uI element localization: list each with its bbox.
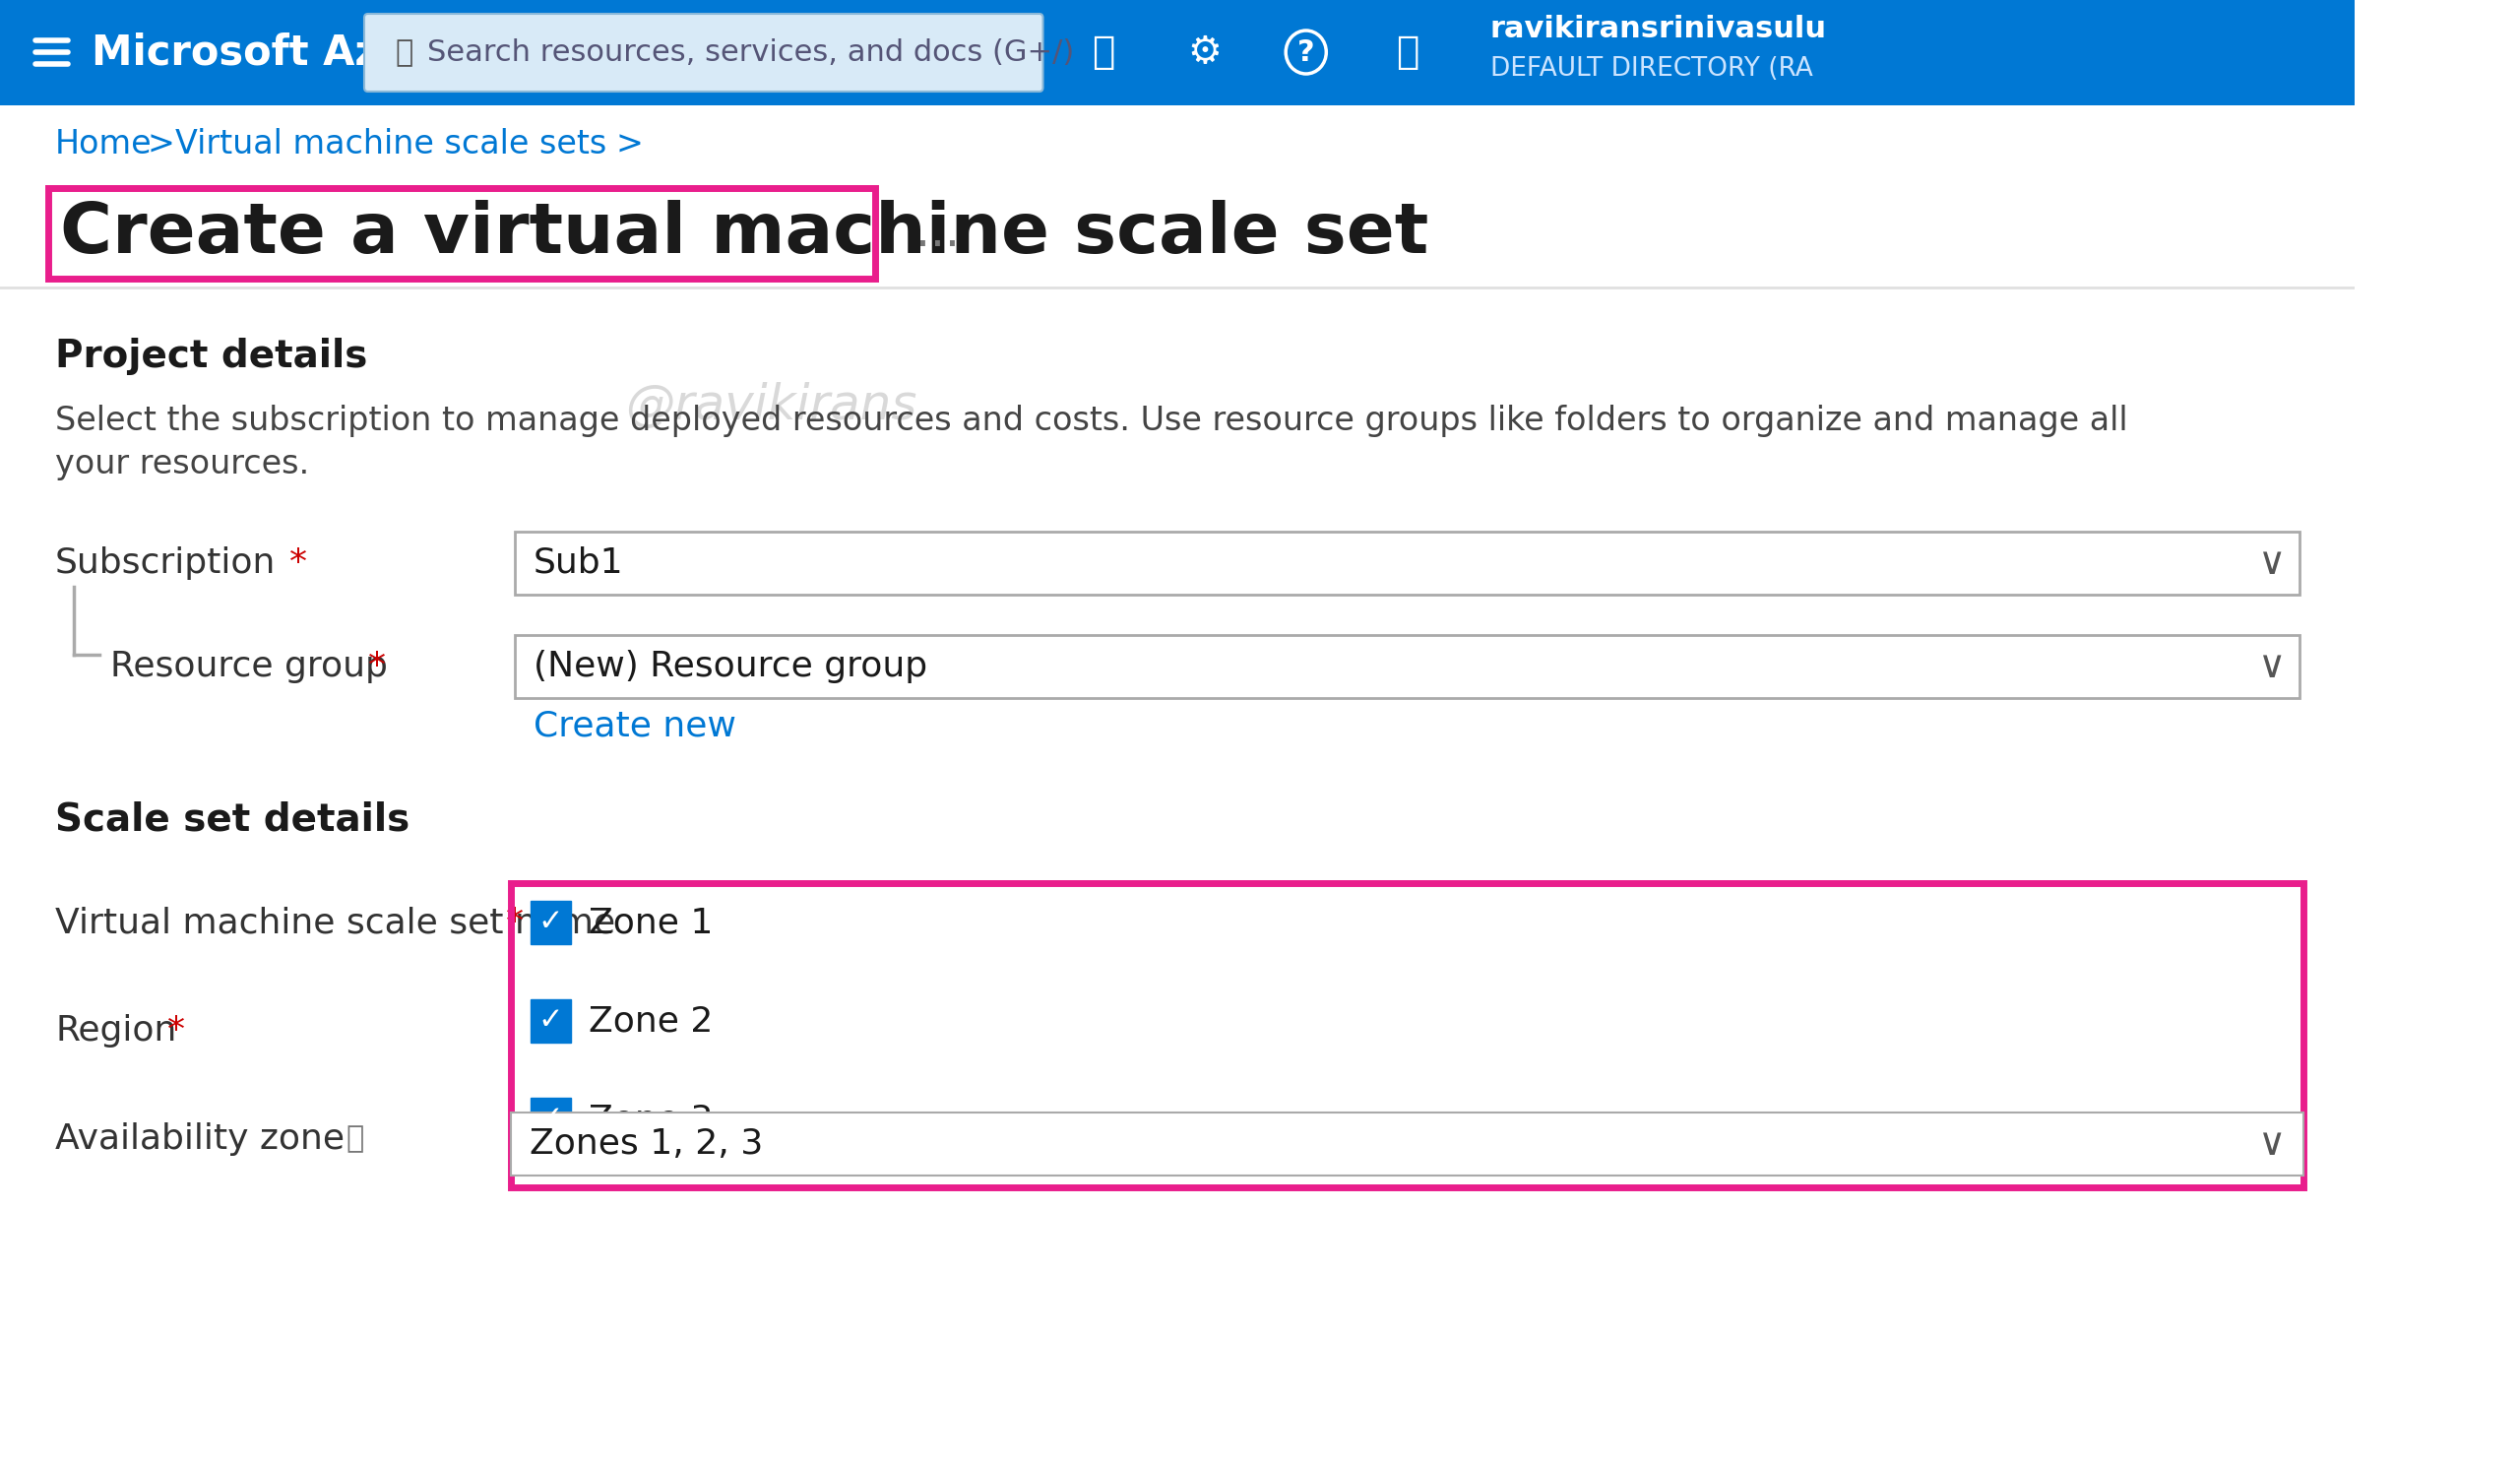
Text: Zone 3: Zone 3 [590,1103,713,1137]
FancyBboxPatch shape [532,999,572,1043]
Text: DEFAULT DIRECTORY (RA: DEFAULT DIRECTORY (RA [1489,56,1812,82]
Text: 🔔: 🔔 [1091,34,1116,70]
Text: Microsoft Azure: Microsoft Azure [91,32,456,73]
Text: ✓: ✓ [539,907,564,936]
Text: Scale set details: Scale set details [55,800,411,838]
Text: Search resources, services, and docs (G+/): Search resources, services, and docs (G+… [428,40,1074,67]
Text: Resource group: Resource group [111,650,388,683]
Text: 🔍: 🔍 [396,40,413,67]
FancyBboxPatch shape [365,13,1043,92]
Text: Home: Home [55,129,151,161]
Text: Subscription: Subscription [55,546,277,579]
FancyBboxPatch shape [532,901,572,944]
Text: ✓: ✓ [539,1005,564,1034]
FancyBboxPatch shape [514,531,2298,594]
Text: *: * [166,1014,184,1048]
Text: Virtual machine scale set name: Virtual machine scale set name [55,906,615,939]
Text: ravikiransrinivasulu: ravikiransrinivasulu [1489,15,1827,44]
Text: ∨: ∨ [2258,544,2286,582]
Text: Zone 1: Zone 1 [590,906,713,939]
Text: (New) Resource group: (New) Resource group [534,650,927,683]
Text: Virtual machine scale sets: Virtual machine scale sets [174,129,607,161]
FancyBboxPatch shape [0,0,2354,105]
Text: Availability zone: Availability zone [55,1122,345,1156]
Text: ⓘ: ⓘ [345,1125,363,1153]
Text: *: * [507,906,524,939]
FancyBboxPatch shape [532,1097,572,1141]
Text: Select the subscription to manage deployed resources and costs. Use resource gro: Select the subscription to manage deploy… [55,404,2127,436]
Text: *: * [290,546,307,579]
Text: Region: Region [55,1014,176,1048]
Text: your resources.: your resources. [55,449,310,481]
Text: >: > [146,129,174,161]
Text: Zone 2: Zone 2 [590,1004,713,1037]
Text: Zones 1, 2, 3: Zones 1, 2, 3 [529,1128,764,1160]
Text: >: > [617,129,643,161]
Text: ?: ? [1298,38,1315,66]
Text: ✓: ✓ [539,1105,564,1132]
Text: Sub1: Sub1 [534,546,622,579]
Text: ∨: ∨ [2258,1125,2286,1163]
Text: Create new: Create new [534,710,736,742]
Text: ∨: ∨ [2258,648,2286,685]
Text: ...: ... [915,211,960,256]
Text: 👤: 👤 [1396,34,1419,70]
Text: ⚙: ⚙ [1187,34,1222,70]
FancyBboxPatch shape [512,1112,2303,1175]
Text: *: * [368,650,386,683]
Text: Project details: Project details [55,338,368,375]
FancyBboxPatch shape [514,635,2298,698]
Text: @ravikirans: @ravikirans [625,382,917,429]
Text: Create a virtual machine scale set: Create a virtual machine scale set [60,199,1429,268]
